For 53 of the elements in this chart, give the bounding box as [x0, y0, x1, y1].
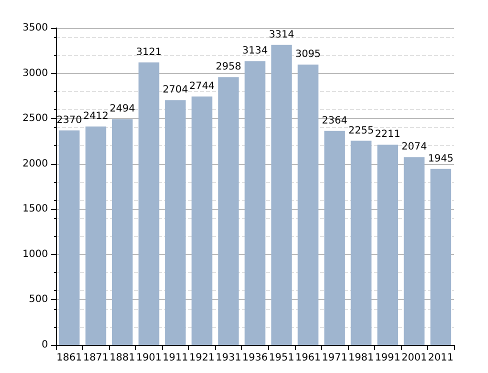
bar — [85, 126, 106, 345]
bar — [165, 100, 186, 345]
x-tick-label: 1936 — [242, 352, 268, 364]
x-tick-label: 1931 — [216, 352, 242, 364]
y-tick-label: 1000 — [22, 248, 48, 260]
data-label: 1945 — [428, 153, 454, 164]
data-label: 2255 — [348, 125, 374, 136]
bar — [58, 130, 80, 345]
bar — [112, 119, 133, 345]
y-tick-label: 3000 — [22, 68, 48, 79]
bar — [298, 64, 318, 345]
bar — [218, 77, 239, 345]
bar — [192, 96, 212, 345]
data-label: 2494 — [110, 104, 136, 115]
data-label: 2364 — [322, 115, 348, 126]
y-tick-label: 500 — [28, 294, 48, 306]
x-tick-label: 1961 — [295, 352, 321, 364]
data-label: 2744 — [189, 80, 215, 92]
data-label: 2958 — [216, 62, 242, 73]
x-tick-label: 1911 — [162, 352, 188, 364]
x-tick-label: 1881 — [110, 352, 136, 364]
x-tick-label: 1901 — [136, 352, 162, 364]
x-tick-label: 1971 — [322, 352, 348, 364]
data-label: 2412 — [83, 111, 109, 122]
bar — [377, 144, 398, 345]
data-label: 2211 — [374, 129, 400, 140]
data-label: 2370 — [56, 114, 82, 126]
bar — [244, 61, 266, 345]
x-tick-label: 1861 — [56, 352, 82, 364]
x-tick-label: 1951 — [268, 352, 294, 364]
y-tick-label: 3500 — [22, 22, 48, 34]
bar — [430, 168, 452, 345]
bar — [350, 140, 372, 345]
x-tick-label: 1991 — [374, 352, 400, 364]
bar — [324, 130, 345, 345]
y-tick-label: 0 — [42, 340, 48, 350]
data-label: 2074 — [401, 142, 427, 153]
data-label: 3095 — [295, 49, 321, 60]
y-tick-label: 2500 — [22, 113, 48, 124]
y-tick-label: 2000 — [22, 158, 48, 170]
bar — [138, 62, 160, 345]
bar — [404, 157, 425, 345]
y-tick-label: 1500 — [22, 204, 48, 215]
data-label: 3314 — [268, 29, 294, 40]
x-tick-label: 1981 — [348, 352, 374, 364]
data-label: 3134 — [242, 46, 268, 57]
data-label: 3121 — [136, 46, 162, 58]
bar — [271, 44, 292, 345]
x-tick-label: 1871 — [83, 352, 109, 364]
x-tick-label: 1921 — [189, 352, 215, 364]
data-label: 2704 — [162, 84, 188, 96]
x-tick-label: 2011 — [428, 352, 454, 364]
x-tick-label: 2001 — [401, 352, 427, 364]
